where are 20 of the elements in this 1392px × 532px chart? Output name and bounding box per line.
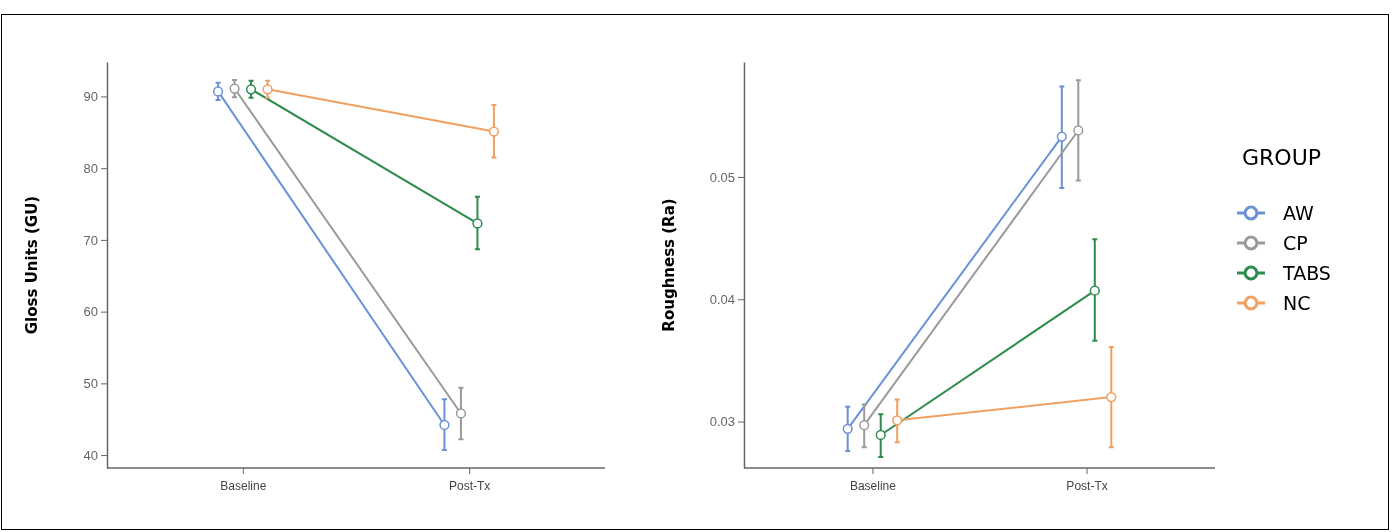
y-axis-title: Roughness (Ra) <box>660 198 678 332</box>
legend-label: NC <box>1283 292 1311 314</box>
y-tick-label: 0.03 <box>709 414 735 430</box>
legend-label: CP <box>1283 232 1308 254</box>
legend-title: GROUP <box>1242 145 1322 170</box>
x-tick-label: Baseline <box>849 479 897 494</box>
y-tick-label: 70 <box>83 232 98 248</box>
x-tick-label: Post-Tx <box>449 479 491 494</box>
y-tick-label: 0.05 <box>709 169 735 185</box>
y-tick-label: 90 <box>83 89 98 105</box>
legend-label: TABS <box>1282 262 1331 284</box>
y-tick-label: 80 <box>83 160 98 176</box>
y-axis-title: Gloss Units (GU) <box>23 195 41 335</box>
y-tick-label: 0.04 <box>709 291 735 307</box>
y-tick-label: 60 <box>83 304 98 320</box>
x-tick-label: Post-Tx <box>1066 479 1108 494</box>
legend-label: AW <box>1283 202 1314 224</box>
x-tick-label: Baseline <box>220 479 267 494</box>
y-tick-label: 40 <box>83 447 98 463</box>
y-tick-label: 50 <box>83 376 98 392</box>
